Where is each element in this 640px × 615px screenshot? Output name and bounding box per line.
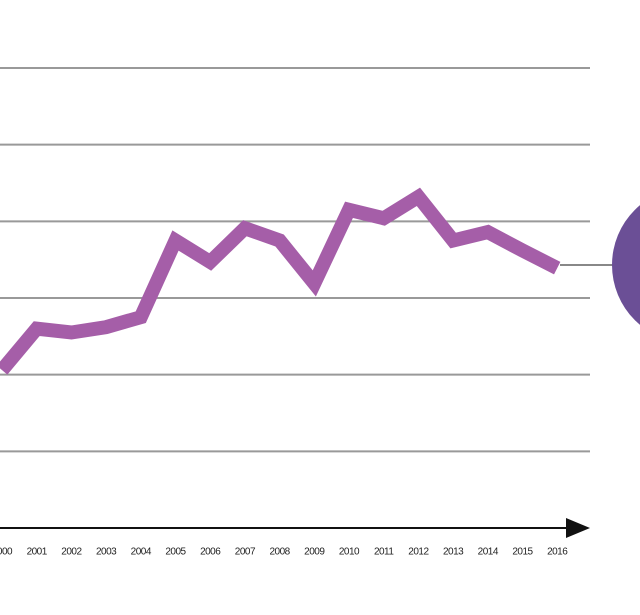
x-tick-label: 2013 xyxy=(443,547,464,558)
x-tick-label: 2011 xyxy=(374,547,394,558)
x-tick-label: 2016 xyxy=(547,547,568,558)
x-tick-label: 2001 xyxy=(27,547,48,558)
x-tick-label: 2012 xyxy=(408,547,429,558)
x-tick-label: 2008 xyxy=(269,547,290,558)
x-tick-label: 2010 xyxy=(339,547,360,558)
x-tick-label: 2007 xyxy=(235,547,256,558)
axis-arrow xyxy=(566,518,590,538)
x-tick-label: 2002 xyxy=(61,547,82,558)
x-tick-label: 2009 xyxy=(304,547,325,558)
x-tick-label: 2005 xyxy=(165,547,186,558)
badge xyxy=(612,205,640,325)
x-tick-label: 2015 xyxy=(512,547,533,558)
x-tick-label: 2006 xyxy=(200,547,221,558)
x-tick-label: 2004 xyxy=(131,547,152,558)
x-tick-label: 2014 xyxy=(478,547,499,558)
x-tick-label: 2000 xyxy=(0,547,13,558)
data-line xyxy=(0,187,561,375)
x-tick-label: 2003 xyxy=(96,547,117,558)
